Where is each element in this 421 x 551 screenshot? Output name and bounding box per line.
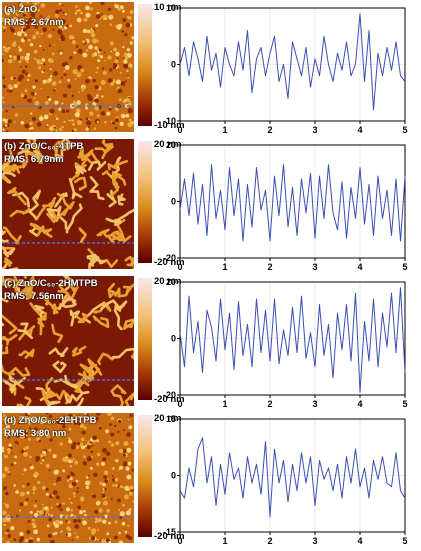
x-tick-label: 2 <box>267 399 272 409</box>
y-tick-label: 10 <box>166 3 176 13</box>
x-tick-label: 0 <box>177 125 182 135</box>
rms-label: RMS: 3.80 nm <box>4 428 67 439</box>
y-tick-label: -20 <box>163 390 176 400</box>
y-tick-label: 20 <box>166 140 176 150</box>
panel-row: (b) ZnO/C₆₀-4TPB RMS: 6.79nm 20 nm -20 nm 0 1… <box>0 137 421 272</box>
panel-row: (a) ZnO RMS: 2.67nm 10 nm -10 nm 0 1 2 3 4 5 -10 0 1… <box>0 0 421 135</box>
color-bar <box>138 278 152 400</box>
x-tick-label: 2 <box>267 536 272 546</box>
x-tick-label: 3 <box>312 262 317 272</box>
colorbar-max-label: 20 nm <box>154 413 182 424</box>
y-tick-label: 0 <box>171 471 176 481</box>
x-tick-label: 2 <box>267 262 272 272</box>
x-tick-label: 1 <box>222 536 227 546</box>
color-bar <box>138 4 152 126</box>
x-tick-label: 4 <box>357 125 362 135</box>
profile-line <box>179 13 406 111</box>
x-tick-label: 1 <box>222 399 227 409</box>
afm-image <box>2 139 134 269</box>
x-tick-label: 3 <box>312 536 317 546</box>
y-tick-label: 0 <box>171 197 176 207</box>
colorbar-min-label: -20 nm <box>154 394 185 405</box>
height-profile-chart: 0 1 2 3 4 5 -20 0 20 <box>160 274 421 409</box>
x-tick-label: 0 <box>177 399 182 409</box>
x-tick-label: 4 <box>357 536 362 546</box>
x-tick-label: 1 <box>222 262 227 272</box>
panel-label: (c) ZnO/C₆₀-2HMTPB <box>4 278 98 289</box>
afm-image <box>2 413 134 543</box>
height-profile-chart: 0 1 2 3 4 5 -15 0 15 <box>160 411 421 546</box>
rms-label: RMS: 7.56nm <box>4 291 64 302</box>
x-tick-label: 0 <box>177 536 182 546</box>
panel-row: (d) ZnO/C₆₀-2EHTPB RMS: 3.80 nm 20 nm -20 n… <box>0 411 421 546</box>
panel-label: (a) ZnO <box>4 4 38 15</box>
x-tick-label: 5 <box>402 262 407 272</box>
colorbar-min-label: -20 nm <box>154 531 185 542</box>
x-tick-label: 4 <box>357 399 362 409</box>
x-tick-label: 4 <box>357 262 362 272</box>
panel-label: (d) ZnO/C₆₀-2EHTPB <box>4 415 97 426</box>
height-profile-chart: 0 1 2 3 4 5 -20 0 20 <box>160 137 421 272</box>
x-tick-label: 2 <box>267 125 272 135</box>
height-profile-chart: 0 1 2 3 4 5 -10 0 10 <box>160 0 421 135</box>
color-bar <box>138 141 152 263</box>
panel-row: (c) ZnO/C₆₀-2HMTPB RMS: 7.56nm 20 nm -20 nm… <box>0 274 421 409</box>
y-tick-label: 0 <box>171 334 176 344</box>
y-tick-label: 20 <box>166 277 176 287</box>
colorbar-min-label: -10 nm <box>154 120 185 131</box>
y-tick-label: -10 <box>163 116 176 126</box>
y-tick-label: 0 <box>171 60 176 70</box>
profile-line <box>179 437 406 518</box>
afm-image <box>2 2 134 132</box>
y-tick-label: -15 <box>163 527 176 537</box>
y-tick-label: -20 <box>163 253 176 263</box>
x-tick-label: 5 <box>402 536 407 546</box>
x-tick-label: 0 <box>177 262 182 272</box>
x-tick-label: 3 <box>312 125 317 135</box>
x-tick-label: 3 <box>312 399 317 409</box>
profile-line <box>179 164 406 242</box>
color-bar <box>138 415 152 537</box>
colorbar-max-label: 10 nm <box>154 2 182 13</box>
x-tick-label: 5 <box>402 399 407 409</box>
x-tick-label: 5 <box>402 125 407 135</box>
profile-line <box>179 287 406 393</box>
rms-label: RMS: 2.67nm <box>4 17 64 28</box>
panel-label: (b) ZnO/C₆₀-4TPB <box>4 141 84 152</box>
afm-image <box>2 276 134 406</box>
y-tick-label: 15 <box>166 414 176 424</box>
colorbar-min-label: -20 nm <box>154 257 185 268</box>
x-tick-label: 1 <box>222 125 227 135</box>
colorbar-max-label: 20 nm <box>154 276 182 287</box>
rms-label: RMS: 6.79nm <box>4 154 64 165</box>
colorbar-max-label: 20 nm <box>154 139 182 150</box>
